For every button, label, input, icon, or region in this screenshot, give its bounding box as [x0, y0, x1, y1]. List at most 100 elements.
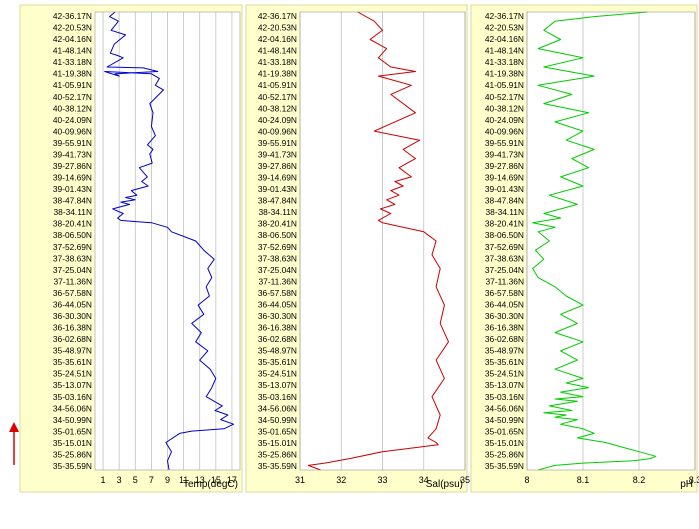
x-tick-label: 3	[117, 475, 122, 485]
y-tick-label: 35-03.16N	[258, 392, 297, 402]
y-tick-label: 35-01.65N	[485, 426, 524, 436]
y-tick-label: 37-52.69N	[258, 242, 297, 252]
y-tick-label: 41-19.38N	[258, 69, 297, 79]
y-tick-label: 40-38.12N	[485, 103, 524, 113]
y-tick-label: 34-50.99N	[258, 415, 297, 425]
y-tick-label: 38-20.41N	[258, 219, 297, 229]
y-tick-label: 39-14.69N	[485, 173, 524, 183]
y-tick-label: 39-55.91N	[258, 138, 297, 148]
x-tick-label: 34	[419, 475, 429, 485]
series-line	[104, 11, 235, 471]
y-tick-label: 40-24.09N	[258, 115, 297, 125]
x-tick-label: 32	[336, 475, 346, 485]
y-tick-label: 40-52.17N	[53, 92, 92, 102]
y-tick-label: 35-35.59N	[258, 461, 297, 471]
y-tick-label: 40-52.17N	[258, 92, 297, 102]
y-tick-label: 41-33.18N	[53, 57, 92, 67]
y-tick-label: 36-16.38N	[485, 323, 524, 333]
y-tick-label: 34-56.06N	[53, 403, 92, 413]
y-tick-label: 38-34.11N	[259, 207, 298, 217]
y-tick-label: 35-03.16N	[53, 392, 92, 402]
y-tick-label: 36-02.68N	[53, 334, 92, 344]
y-tick-label: 36-16.38N	[258, 323, 297, 333]
y-tick-label: 39-55.91N	[485, 138, 524, 148]
x-tick-label: 8.3	[689, 475, 699, 485]
x-tick-label: 8	[524, 475, 529, 485]
y-tick-label: 36-30.30N	[258, 311, 297, 321]
y-tick-label: 35-48.97N	[258, 346, 297, 356]
y-tick-label: 35-13.07N	[485, 380, 524, 390]
y-tick-label: 39-41.73N	[485, 149, 524, 159]
y-tick-label: 40-52.17N	[485, 92, 524, 102]
y-tick-label: 35-24.51N	[53, 369, 92, 379]
series-line	[532, 11, 657, 471]
y-tick-label: 41-48.14N	[485, 46, 524, 56]
y-tick-label: 39-55.91N	[53, 138, 92, 148]
y-tick-label: 37-11.36N	[259, 276, 298, 286]
y-tick-label: 36-44.05N	[485, 299, 524, 309]
x-tick-label: 5	[133, 475, 138, 485]
y-tick-label: 37-25.04N	[53, 265, 92, 275]
y-tick-label: 36-44.05N	[258, 299, 297, 309]
y-tick-label: 35-48.97N	[485, 346, 524, 356]
y-tick-label: 38-34.11N	[486, 207, 525, 217]
y-tick-label: 42-04.16N	[485, 34, 524, 44]
x-tick-label: 13	[195, 475, 205, 485]
y-tick-label: 35-24.51N	[258, 369, 297, 379]
y-tick-label: 34-50.99N	[53, 415, 92, 425]
y-tick-label: 38-47.84N	[485, 196, 524, 206]
y-tick-label: 35-03.16N	[485, 392, 524, 402]
x-tick-label: 9	[165, 475, 170, 485]
y-tick-label: 42-36.17N	[258, 11, 297, 21]
y-tick-label: 39-27.86N	[485, 161, 524, 171]
x-tick-label: 8.2	[633, 475, 646, 485]
y-tick-label: 42-20.53N	[485, 23, 524, 33]
y-tick-label: 37-38.63N	[53, 253, 92, 263]
x-tick-label: 8.1	[577, 475, 590, 485]
x-tick-label: 11	[179, 475, 188, 485]
y-tick-label: 35-13.07N	[53, 380, 92, 390]
y-tick-label: 39-27.86N	[258, 161, 297, 171]
y-tick-label: 39-01.43N	[53, 184, 92, 194]
y-tick-label: 35-35.59N	[53, 461, 92, 471]
y-tick-label: 38-06.50N	[485, 230, 524, 240]
y-tick-label: 35-01.65N	[258, 426, 297, 436]
y-tick-label: 42-04.16N	[53, 34, 92, 44]
y-tick-label: 36-44.05N	[53, 299, 92, 309]
y-tick-label: 36-57.58N	[485, 288, 524, 298]
x-tick-label: 1	[101, 475, 106, 485]
y-tick-label: 35-24.51N	[485, 369, 524, 379]
y-tick-label: 38-06.50N	[258, 230, 297, 240]
y-tick-label: 42-04.16N	[258, 34, 297, 44]
y-tick-label: 37-11.36N	[486, 276, 525, 286]
plot-border	[526, 11, 696, 471]
y-tick-label: 35-15.01N	[485, 438, 524, 448]
y-tick-label: 34-56.06N	[258, 403, 297, 413]
y-tick-label: 42-36.17N	[485, 11, 524, 21]
y-tick-label: 40-09.96N	[258, 126, 297, 136]
y-tick-label: 39-41.73N	[53, 149, 92, 159]
y-tick-label: 41-05.91N	[485, 80, 524, 90]
y-tick-label: 34-50.99N	[485, 415, 524, 425]
x-tick-label: 15	[211, 475, 221, 485]
x-axis-label: Sal(psu)	[426, 479, 463, 490]
y-tick-label: 40-24.09N	[53, 115, 92, 125]
y-tick-label: 39-14.69N	[53, 173, 92, 183]
y-tick-label: 35-13.07N	[258, 380, 297, 390]
y-tick-label: 35-15.01N	[53, 438, 92, 448]
y-tick-label: 39-01.43N	[258, 184, 297, 194]
y-tick-label: 35-48.97N	[53, 346, 92, 356]
y-tick-label: 38-06.50N	[53, 230, 92, 240]
y-tick-label: 37-11.36N	[54, 276, 93, 286]
y-tick-label: 36-02.68N	[258, 334, 297, 344]
y-tick-label: 38-34.11N	[54, 207, 93, 217]
arrow-head	[9, 422, 19, 432]
y-tick-label: 37-25.04N	[258, 265, 297, 275]
y-tick-label: 34-56.06N	[485, 403, 524, 413]
y-tick-label: 41-05.91N	[258, 80, 297, 90]
x-axis-label: pH	[680, 479, 693, 490]
y-tick-label: 39-41.73N	[258, 149, 297, 159]
y-tick-label: 42-20.53N	[258, 23, 297, 33]
plot-border	[94, 11, 241, 471]
